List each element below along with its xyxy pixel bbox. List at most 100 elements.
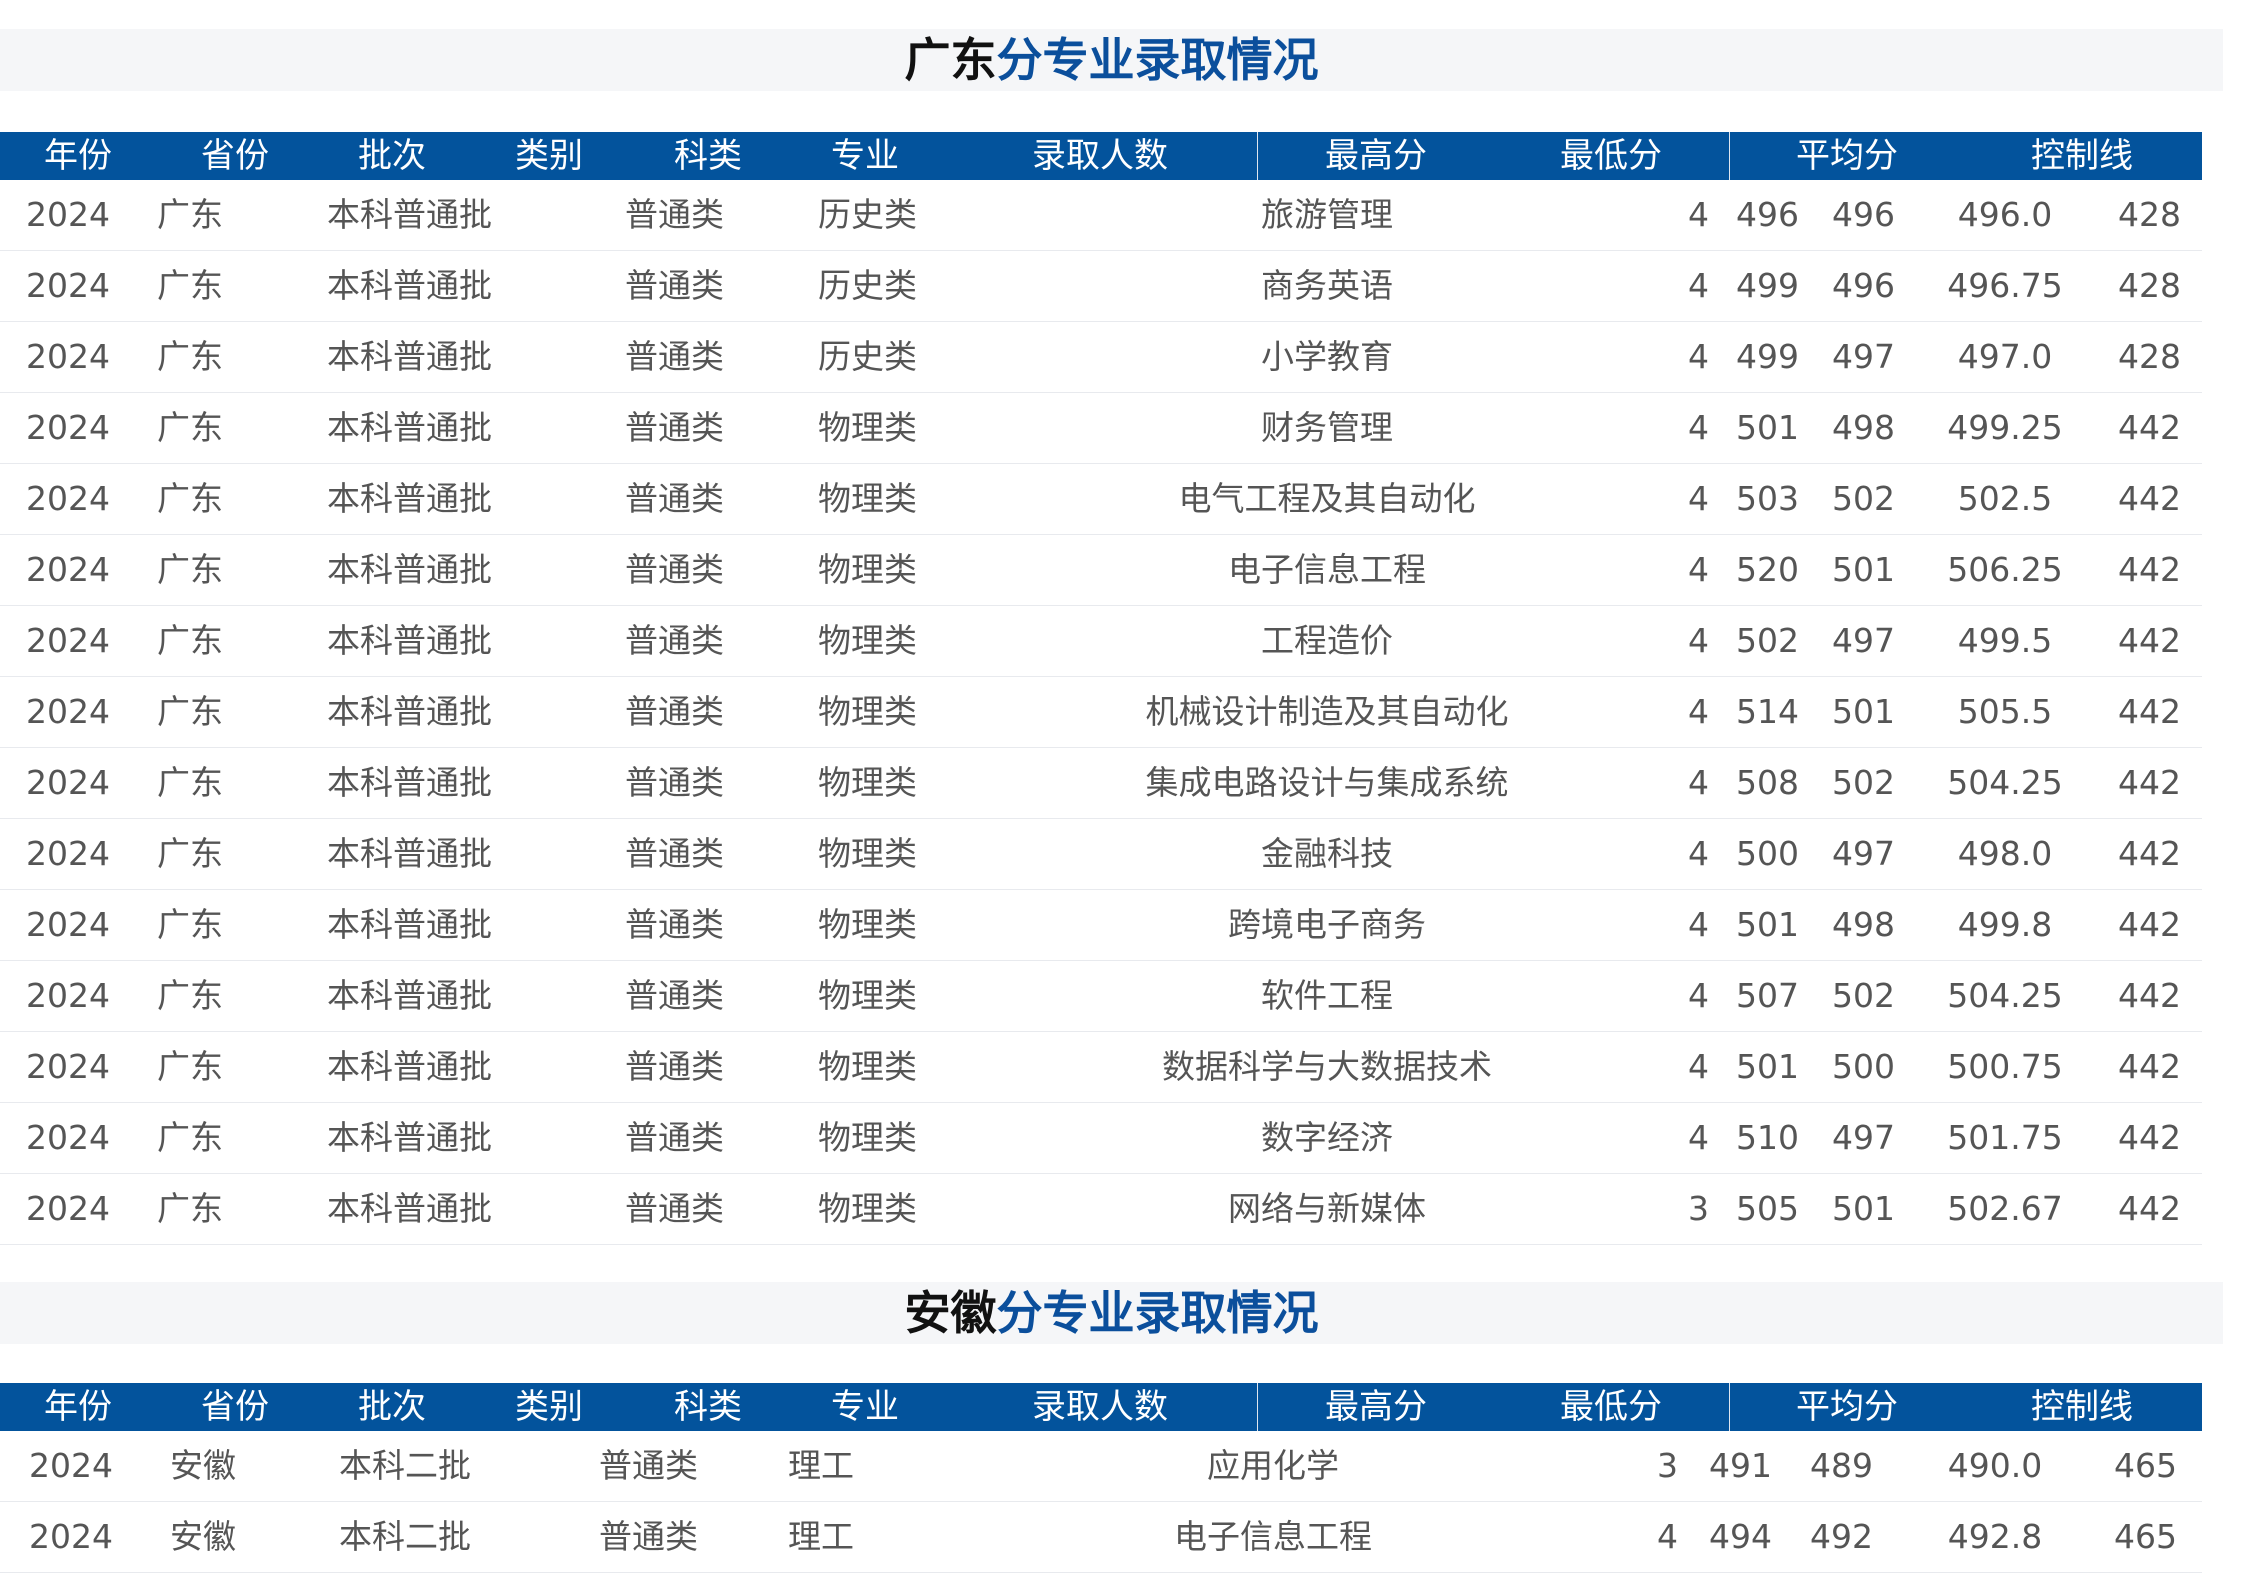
header-max-score: 最高分 (1325, 136, 1427, 176)
cell-avg-score: 501.75 (1947, 1118, 2063, 1157)
cell-max-score: 500 (1736, 834, 1799, 873)
cell-year: 2024 (26, 621, 110, 660)
cell-year: 2024 (26, 337, 110, 376)
cell-batch: 本科普通批 (327, 266, 492, 305)
cell-admitted-count: 4 (1688, 834, 1709, 873)
cell-avg-score: 502.5 (1957, 479, 2053, 518)
cell-type: 普通类 (625, 1118, 724, 1157)
cell-control-line: 442 (2118, 763, 2181, 802)
cell-province: 广东 (157, 550, 223, 589)
table-body: 2024 安徽 本科二批 普通类 理工 应用化学 3 491 489 490.0 465 2024 安徽… (0, 1431, 2202, 1573)
cell-batch: 本科普通批 (327, 408, 492, 447)
cell-min-score: 492 (1810, 1517, 1873, 1556)
cell-batch: 本科普通批 (327, 976, 492, 1015)
cell-control-line: 442 (2118, 905, 2181, 944)
cell-major: 金融科技 (1261, 834, 1393, 873)
cell-admitted-count: 4 (1688, 763, 1709, 802)
cell-subject-category: 理工 (788, 1446, 854, 1485)
cell-batch: 本科普通批 (327, 692, 492, 731)
cell-major: 电子信息工程 (1174, 1517, 1372, 1556)
cell-type: 普通类 (625, 408, 724, 447)
cell-province: 广东 (157, 905, 223, 944)
cell-type: 普通类 (625, 195, 724, 234)
table-row: 2024 广东 本科普通批 普通类 物理类 网络与新媒体 3 505 501 502.67 442 (0, 1174, 2202, 1245)
table-row: 2024 广东 本科普通批 普通类 物理类 电气工程及其自动化 4 503 502 502.5 44… (0, 464, 2202, 535)
cell-control-line: 428 (2118, 266, 2181, 305)
cell-type: 普通类 (625, 976, 724, 1015)
header-control-line: 控制线 (2031, 136, 2133, 176)
cell-control-line: 428 (2118, 195, 2181, 234)
cell-batch: 本科二批 (339, 1517, 471, 1556)
cell-min-score: 497 (1832, 621, 1895, 660)
cell-min-score: 502 (1832, 479, 1895, 518)
cell-min-score: 498 (1832, 408, 1895, 447)
cell-type: 普通类 (625, 905, 724, 944)
cell-batch: 本科普通批 (327, 1047, 492, 1086)
table-row: 2024 广东 本科普通批 普通类 物理类 金融科技 4 500 497 498.0 442 (0, 819, 2202, 890)
table-row: 2024 安徽 本科二批 普通类 理工 电子信息工程 4 494 492 492.8 465 (0, 1502, 2202, 1573)
cell-control-line: 442 (2118, 550, 2181, 589)
cell-max-score: 520 (1736, 550, 1799, 589)
cell-batch: 本科普通批 (327, 834, 492, 873)
cell-type: 普通类 (599, 1446, 698, 1485)
cell-province: 广东 (157, 337, 223, 376)
cell-avg-score: 499.25 (1947, 408, 2063, 447)
header-year: 年份 (44, 1387, 112, 1427)
section-title-province: 安徽 (904, 1286, 997, 1340)
header-divider (1257, 132, 1258, 180)
cell-admitted-count: 3 (1657, 1446, 1678, 1485)
cell-batch: 本科普通批 (327, 763, 492, 802)
cell-min-score: 497 (1832, 834, 1895, 873)
cell-year: 2024 (26, 550, 110, 589)
cell-province: 广东 (157, 1118, 223, 1157)
header-min-score: 最低分 (1560, 136, 1662, 176)
cell-max-score: 514 (1736, 692, 1799, 731)
cell-max-score: 502 (1736, 621, 1799, 660)
table-row: 2024 广东 本科普通批 普通类 物理类 跨境电子商务 4 501 498 499.8 442 (0, 890, 2202, 961)
header-type: 类别 (515, 1387, 583, 1427)
cell-major: 旅游管理 (1261, 195, 1393, 234)
cell-max-score: 503 (1736, 479, 1799, 518)
cell-province: 广东 (157, 408, 223, 447)
cell-major: 工程造价 (1261, 621, 1393, 660)
cell-major: 机械设计制造及其自动化 (1145, 692, 1509, 731)
cell-type: 普通类 (625, 550, 724, 589)
cell-major: 电子信息工程 (1228, 550, 1426, 589)
cell-year: 2024 (26, 692, 110, 731)
cell-admitted-count: 4 (1657, 1517, 1678, 1556)
header-batch: 批次 (358, 1387, 426, 1427)
cell-province: 广东 (157, 266, 223, 305)
cell-admitted-count: 3 (1688, 1189, 1709, 1228)
table-row: 2024 广东 本科普通批 普通类 物理类 工程造价 4 502 497 499.5 442 (0, 606, 2202, 677)
cell-avg-score: 505.5 (1957, 692, 2053, 731)
header-province: 省份 (201, 1387, 269, 1427)
section-title-suffix: 分专业录取情况 (996, 33, 1319, 87)
cell-province: 安徽 (170, 1517, 236, 1556)
table-row: 2024 广东 本科普通批 普通类 历史类 旅游管理 4 496 496 496.0 428 (0, 180, 2202, 251)
cell-avg-score: 500.75 (1947, 1047, 2063, 1086)
cell-province: 广东 (157, 195, 223, 234)
table-row: 2024 广东 本科普通批 普通类 物理类 软件工程 4 507 502 504.25 442 (0, 961, 2202, 1032)
cell-subject-category: 历史类 (818, 337, 917, 376)
cell-control-line: 465 (2114, 1446, 2177, 1485)
cell-min-score: 496 (1832, 195, 1895, 234)
cell-major: 应用化学 (1207, 1446, 1339, 1485)
header-divider (1729, 1383, 1730, 1431)
table-row: 2024 广东 本科普通批 普通类 物理类 电子信息工程 4 520 501 506.25 442 (0, 535, 2202, 606)
cell-subject-category: 物理类 (818, 834, 917, 873)
cell-year: 2024 (26, 1189, 110, 1228)
cell-province: 广东 (157, 763, 223, 802)
cell-control-line: 442 (2118, 408, 2181, 447)
header-admitted-count: 录取人数 (1032, 1387, 1168, 1427)
cell-admitted-count: 4 (1688, 905, 1709, 944)
cell-avg-score: 499.8 (1957, 905, 2053, 944)
cell-year: 2024 (26, 976, 110, 1015)
header-batch: 批次 (358, 136, 426, 176)
cell-year: 2024 (26, 834, 110, 873)
cell-min-score: 501 (1832, 1189, 1895, 1228)
cell-max-score: 501 (1736, 1047, 1799, 1086)
cell-control-line: 442 (2118, 692, 2181, 731)
cell-max-score: 505 (1736, 1189, 1799, 1228)
cell-year: 2024 (29, 1517, 113, 1556)
cell-year: 2024 (26, 1118, 110, 1157)
